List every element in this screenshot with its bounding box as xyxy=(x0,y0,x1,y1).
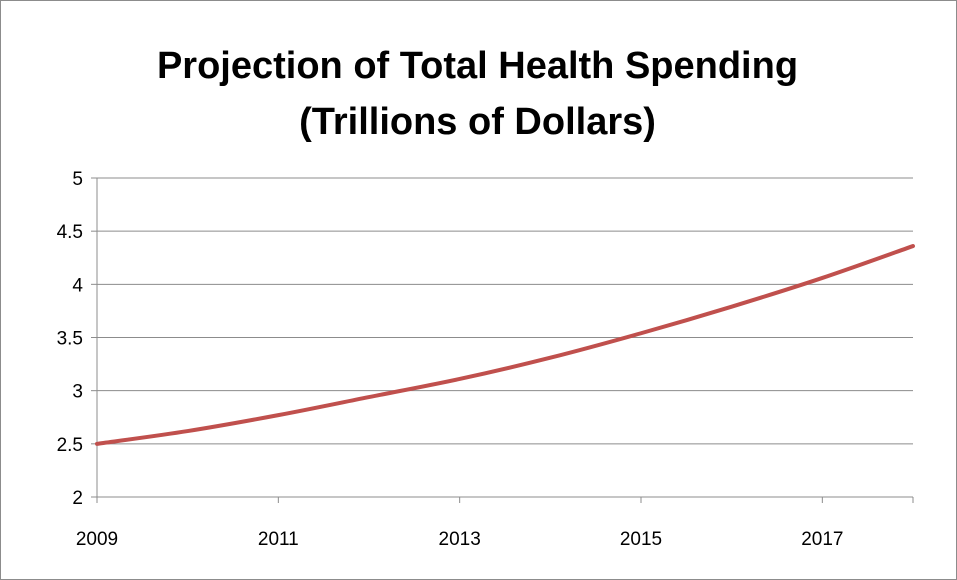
y-tick-label: 4.5 xyxy=(57,222,83,243)
y-tick-label: 5 xyxy=(72,169,83,190)
chart-title-line-2: (Trillions of Dollars) xyxy=(299,101,656,143)
y-tick-label: 2 xyxy=(72,488,83,509)
series-line-0 xyxy=(95,244,915,446)
y-tick-label: 4 xyxy=(72,275,83,296)
chart-title-line-1: Projection of Total Health Spending xyxy=(156,45,799,87)
y-tick-label: 2.5 xyxy=(57,435,83,456)
x-tick-label: 2013 xyxy=(439,529,481,550)
y-tick-label: 3.5 xyxy=(57,329,83,350)
x-tick-label: 2015 xyxy=(620,529,662,550)
chart-title: Projection of Total Health Spending (Tri… xyxy=(0,38,955,150)
x-tick-label: 2009 xyxy=(76,529,118,550)
y-tick-label: 3 xyxy=(72,382,83,403)
x-tick-label: 2017 xyxy=(801,529,843,550)
x-tick-label: 2011 xyxy=(258,529,299,550)
